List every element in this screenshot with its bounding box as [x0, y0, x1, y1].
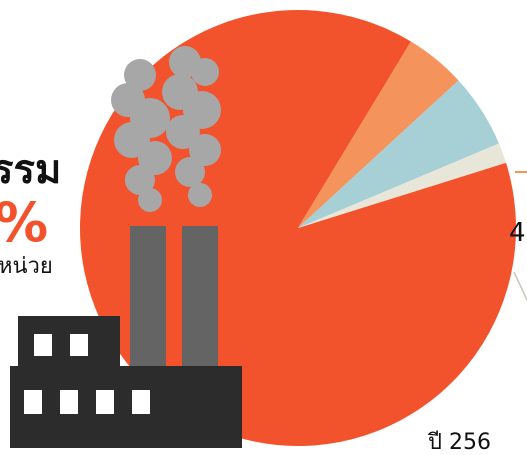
factory-icon [10, 46, 242, 448]
title-fragment: รรม [0, 147, 62, 193]
year-label: ปี 256 [428, 430, 491, 455]
pie-slice-2 [298, 41, 459, 228]
pie-slice-3 [298, 80, 499, 228]
leader-line-2 [513, 271, 527, 301]
percent-label: % [0, 196, 48, 250]
pie-slice-4 [298, 143, 507, 228]
unit-label: หน่วย [0, 254, 53, 279]
slice-label-right: 4 [509, 218, 526, 248]
